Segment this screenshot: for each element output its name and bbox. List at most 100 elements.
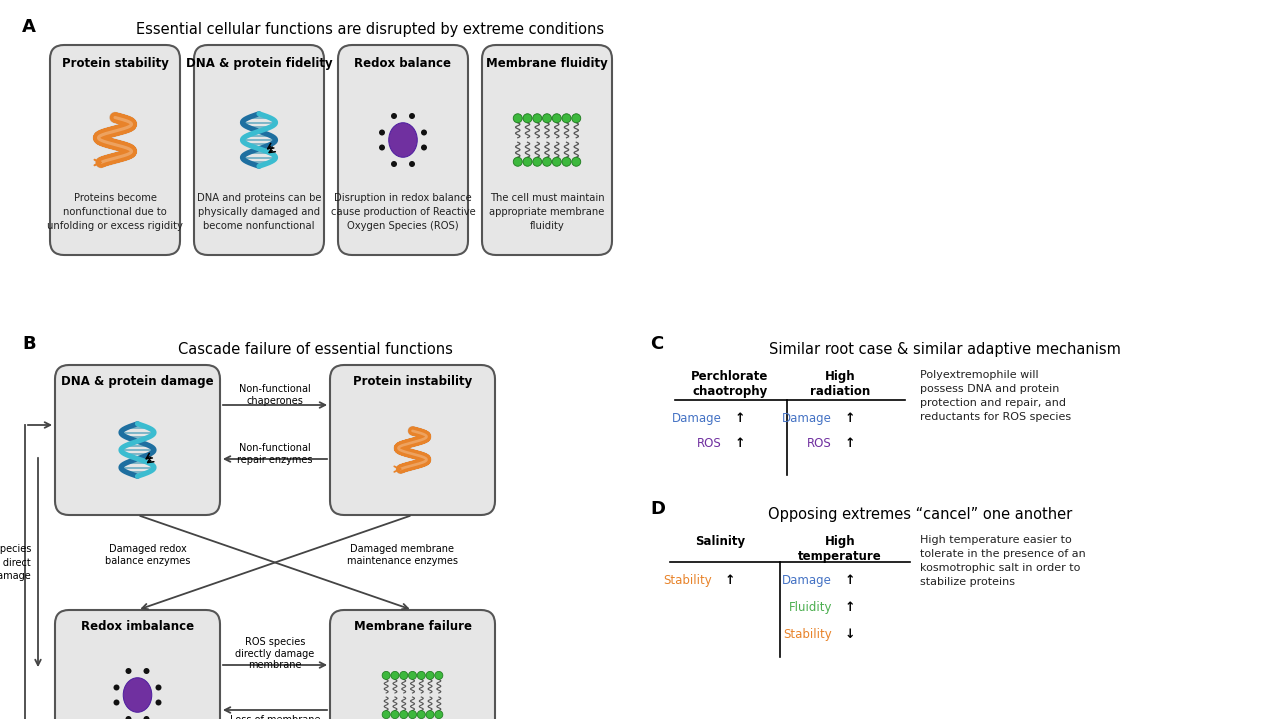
Text: Damage: Damage <box>782 574 832 587</box>
Text: Redox imbalance: Redox imbalance <box>81 620 194 633</box>
Circle shape <box>382 710 390 718</box>
Circle shape <box>143 716 150 719</box>
Text: ROS species
directly damage
membrane: ROS species directly damage membrane <box>235 637 314 670</box>
Text: Non-functional
chaperones: Non-functional chaperones <box>239 384 311 406</box>
Circle shape <box>409 161 415 167</box>
Text: Protein stability: Protein stability <box>61 57 169 70</box>
Circle shape <box>571 157 580 166</box>
Text: High temperature easier to
tolerate in the presence of an
kosmotrophic salt in o: High temperature easier to tolerate in t… <box>920 535 1086 587</box>
Text: DNA & protein damage: DNA & protein damage <box>61 375 213 388</box>
Circle shape <box>542 114 552 123</box>
Circle shape <box>417 710 426 718</box>
Circle shape <box>125 716 132 719</box>
Circle shape <box>426 672 435 679</box>
FancyBboxPatch shape <box>50 45 180 255</box>
Text: ↓: ↓ <box>845 628 855 641</box>
Text: Damage: Damage <box>672 412 722 425</box>
Text: Damaged membrane
maintenance enzymes: Damaged membrane maintenance enzymes <box>348 544 458 566</box>
Text: Membrane fluidity: Membrane fluidity <box>486 57 608 70</box>
FancyBboxPatch shape <box>330 365 495 515</box>
Text: Cascade failure of essential functions: Cascade failure of essential functions <box>178 342 452 357</box>
FancyBboxPatch shape <box>55 365 220 515</box>
Text: Fluidity: Fluidity <box>789 601 832 614</box>
Circle shape <box>514 157 523 166</box>
Circle shape <box>156 700 161 705</box>
Circle shape <box>391 710 399 718</box>
Circle shape <box>114 700 120 705</box>
Circle shape <box>114 684 120 690</box>
Circle shape <box>409 672 417 679</box>
Circle shape <box>562 114 571 123</box>
Circle shape <box>435 710 443 718</box>
Text: DNA and proteins can be
physically damaged and
become nonfunctional: DNA and proteins can be physically damag… <box>197 193 321 231</box>
Circle shape <box>523 157 532 166</box>
Circle shape <box>391 161 397 167</box>
Text: Similar root case & similar adaptive mechanism: Similar root case & similar adaptive mec… <box>769 342 1121 357</box>
Text: Disruption in redox balance
cause production of Reactive
Oxygen Species (ROS): Disruption in redox balance cause produc… <box>331 193 475 231</box>
Text: Stability: Stability <box>783 628 832 641</box>
Text: Loss of membrane
integrity results in
ion leakage: Loss of membrane integrity results in io… <box>230 715 321 719</box>
Text: D: D <box>651 500 665 518</box>
Circle shape <box>400 672 408 679</box>
Text: Damage: Damage <box>782 412 832 425</box>
Text: ↑: ↑ <box>725 574 736 587</box>
Text: Salinity: Salinity <box>695 535 745 548</box>
Text: ROS: ROS <box>808 437 832 450</box>
Text: Protein instability: Protein instability <box>353 375 472 388</box>
FancyBboxPatch shape <box>194 45 325 255</box>
Circle shape <box>420 129 427 135</box>
Circle shape <box>562 157 571 166</box>
Text: ↑: ↑ <box>735 437 745 450</box>
Circle shape <box>409 710 417 718</box>
Circle shape <box>400 710 408 718</box>
Circle shape <box>533 114 542 123</box>
Text: Opposing extremes “cancel” one another: Opposing extremes “cancel” one another <box>768 507 1072 522</box>
Circle shape <box>156 684 161 690</box>
Text: B: B <box>22 335 36 353</box>
Text: Proteins become
nonfunctional due to
unfolding or excess rigidity: Proteins become nonfunctional due to unf… <box>47 193 183 231</box>
Circle shape <box>380 145 385 150</box>
Circle shape <box>143 668 150 674</box>
Text: Membrane failure: Membrane failure <box>354 620 472 633</box>
Text: ROS: ROS <box>698 437 722 450</box>
Circle shape <box>391 672 399 679</box>
Text: C: C <box>651 335 663 353</box>
Ellipse shape <box>123 678 152 713</box>
Circle shape <box>125 668 132 674</box>
Text: ↑: ↑ <box>845 437 855 450</box>
Circle shape <box>523 114 532 123</box>
Text: High
radiation: High radiation <box>810 370 870 398</box>
FancyBboxPatch shape <box>55 610 220 719</box>
Text: DNA & protein fidelity: DNA & protein fidelity <box>185 57 332 70</box>
Circle shape <box>391 113 397 119</box>
FancyBboxPatch shape <box>330 610 495 719</box>
FancyBboxPatch shape <box>482 45 612 255</box>
Circle shape <box>571 114 580 123</box>
Circle shape <box>533 157 542 166</box>
Text: Polyextremophile will
possess DNA and protein
protection and repair, and
reducta: Polyextremophile will possess DNA and pr… <box>920 370 1071 422</box>
Text: Perchlorate
chaotrophy: Perchlorate chaotrophy <box>691 370 768 398</box>
Circle shape <box>417 672 426 679</box>
Circle shape <box>514 114 523 123</box>
Text: ↑: ↑ <box>845 412 855 425</box>
Circle shape <box>382 672 390 679</box>
Ellipse shape <box>389 123 417 157</box>
Text: ↑: ↑ <box>845 574 855 587</box>
Text: Redox balance: Redox balance <box>354 57 451 70</box>
Text: The cell must maintain
appropriate membrane
fluidity: The cell must maintain appropriate membr… <box>489 193 604 231</box>
Circle shape <box>435 672 443 679</box>
Circle shape <box>420 145 427 150</box>
FancyBboxPatch shape <box>337 45 468 255</box>
Text: A: A <box>22 18 36 36</box>
Text: ↑: ↑ <box>845 601 855 614</box>
Circle shape <box>409 113 415 119</box>
Text: ROS species
cause direct
damage: ROS species cause direct damage <box>0 544 31 581</box>
Text: Damaged redox
balance enzymes: Damaged redox balance enzymes <box>105 544 190 566</box>
Circle shape <box>426 710 435 718</box>
Circle shape <box>542 157 552 166</box>
Circle shape <box>552 114 561 123</box>
Text: High
temperature: High temperature <box>799 535 882 563</box>
Text: Non-functional
repair enzymes: Non-functional repair enzymes <box>238 443 313 464</box>
Text: ↑: ↑ <box>735 412 745 425</box>
Circle shape <box>552 157 561 166</box>
